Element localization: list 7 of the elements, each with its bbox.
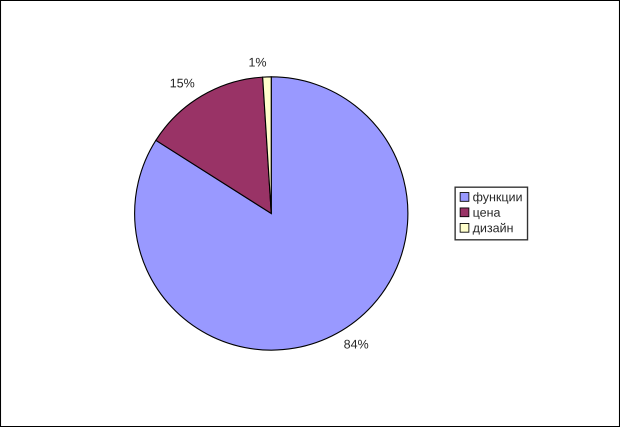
legend-label: дизайн xyxy=(472,222,513,235)
legend-label: цена xyxy=(474,210,500,220)
legend-label: функции xyxy=(473,192,522,204)
data-label: 84% xyxy=(344,340,368,349)
pie-slice xyxy=(134,76,408,351)
data-label: 1% xyxy=(249,58,266,67)
data-label: 15% xyxy=(170,78,194,88)
